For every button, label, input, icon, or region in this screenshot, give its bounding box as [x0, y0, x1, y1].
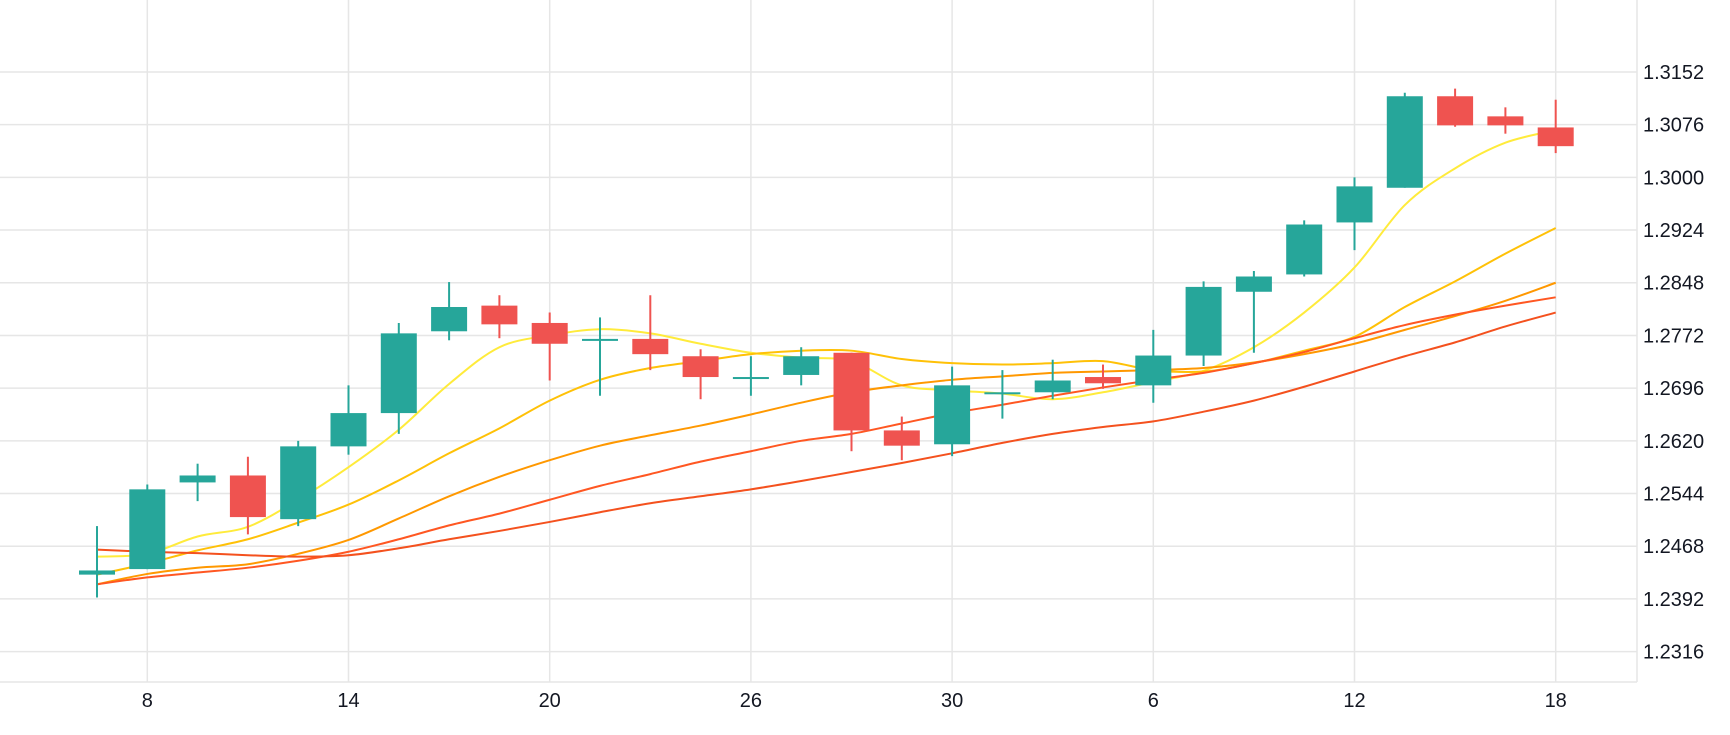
candle-up[interactable] [79, 526, 115, 598]
candle-body [380, 333, 417, 414]
candle-body [481, 305, 518, 325]
candle-body [1487, 116, 1524, 126]
x-tick-label: 30 [941, 690, 963, 712]
candle-up[interactable] [1034, 359, 1071, 400]
moving-average-line [96, 311, 1556, 558]
candle-body [682, 356, 719, 378]
candle-up[interactable] [1185, 281, 1222, 366]
candle-up[interactable] [1235, 270, 1272, 353]
candle-body [632, 338, 669, 355]
x-tick-label: 14 [337, 690, 359, 712]
candle-down[interactable] [1085, 364, 1121, 389]
candle-body [934, 385, 971, 445]
x-tick-label: 8 [142, 690, 153, 712]
candle-body [179, 475, 216, 483]
candle-up[interactable] [1286, 220, 1323, 277]
candles [79, 88, 1574, 598]
candle-down[interactable] [229, 456, 266, 535]
moving-average-line [96, 129, 1556, 558]
moving-averages [96, 129, 1557, 586]
candle-body [431, 307, 468, 332]
candle-body [582, 338, 618, 341]
moving-average-line [96, 227, 1557, 576]
candle-body [833, 352, 870, 431]
y-tick-label: 1.2468 [1643, 536, 1704, 558]
x-tick-label: 12 [1343, 690, 1365, 712]
candle-down[interactable] [632, 295, 669, 371]
candle-down[interactable] [1437, 88, 1474, 127]
candle-body [1034, 380, 1071, 393]
y-tick-label: 1.2544 [1643, 484, 1704, 506]
candle-up[interactable] [1336, 177, 1373, 251]
candle-down[interactable] [883, 416, 920, 461]
candle-body [1437, 96, 1474, 126]
moving-average-line [96, 296, 1556, 586]
candle-body [984, 392, 1021, 395]
candle-up[interactable] [129, 484, 166, 570]
candle-body [1537, 127, 1574, 147]
candle-up[interactable] [380, 322, 417, 434]
axes: 1.3152 1.3076 1.3000 1.2924 1.2848 1.2772 1.26… [142, 0, 1704, 712]
candle-up[interactable] [783, 347, 820, 386]
y-tick-label: 1.2620 [1643, 431, 1704, 453]
candle-up[interactable] [330, 385, 367, 455]
x-tick-label: 18 [1545, 690, 1567, 712]
candle-up[interactable] [732, 356, 769, 396]
y-tick-label: 1.2316 [1643, 642, 1704, 664]
candle-down[interactable] [833, 352, 870, 452]
candle-down[interactable] [682, 349, 719, 400]
x-tick-label: 20 [539, 690, 561, 712]
candle-body [1085, 377, 1121, 384]
candle-body [330, 413, 367, 447]
candle-body [783, 356, 820, 375]
candle-up[interactable] [431, 282, 468, 341]
candle-body [883, 430, 920, 446]
candle-down[interactable] [531, 312, 568, 381]
candle-down[interactable] [1537, 99, 1574, 154]
candle-body [79, 570, 115, 575]
y-tick-label: 1.2392 [1643, 589, 1704, 611]
y-tick-label: 1.3076 [1643, 115, 1704, 137]
candle-body [1386, 96, 1423, 188]
candle-down[interactable] [1487, 107, 1524, 134]
candle-body [229, 475, 266, 518]
candle-body [1286, 224, 1323, 275]
y-tick-label: 1.3000 [1643, 167, 1704, 189]
candle-body [280, 446, 317, 520]
candle-body [1185, 286, 1222, 356]
candle-body [732, 377, 769, 380]
y-tick-label: 1.2924 [1643, 220, 1704, 242]
candle-up[interactable] [179, 463, 216, 502]
candle-body [129, 489, 166, 570]
moving-average-line [96, 281, 1557, 586]
candle-body [1336, 186, 1373, 223]
y-tick-label: 1.3152 [1643, 62, 1704, 84]
candle-up[interactable] [1135, 329, 1172, 403]
candle-up[interactable] [934, 366, 971, 457]
candle-up[interactable] [280, 440, 317, 527]
x-tick-label: 26 [740, 690, 762, 712]
candle-body [1135, 355, 1172, 386]
candle-body [1235, 276, 1272, 292]
y-tick-label: 1.2772 [1643, 325, 1704, 347]
candle-body [531, 322, 568, 344]
candle-down[interactable] [481, 295, 518, 339]
x-tick-label: 6 [1148, 690, 1159, 712]
y-tick-label: 1.2848 [1643, 273, 1704, 295]
candle-up[interactable] [582, 317, 618, 396]
y-tick-label: 1.2696 [1643, 378, 1704, 400]
candle-up[interactable] [984, 370, 1021, 419]
candle-up[interactable] [1386, 92, 1423, 188]
